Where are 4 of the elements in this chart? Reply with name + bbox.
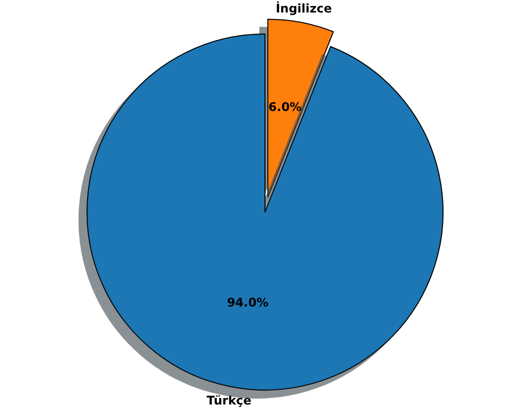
slice-label: Türkçe — [206, 394, 252, 408]
slice-label: İngilizce — [276, 0, 332, 16]
data-label: 6.0% — [268, 100, 302, 114]
data-label: 94.0% — [226, 295, 269, 310]
